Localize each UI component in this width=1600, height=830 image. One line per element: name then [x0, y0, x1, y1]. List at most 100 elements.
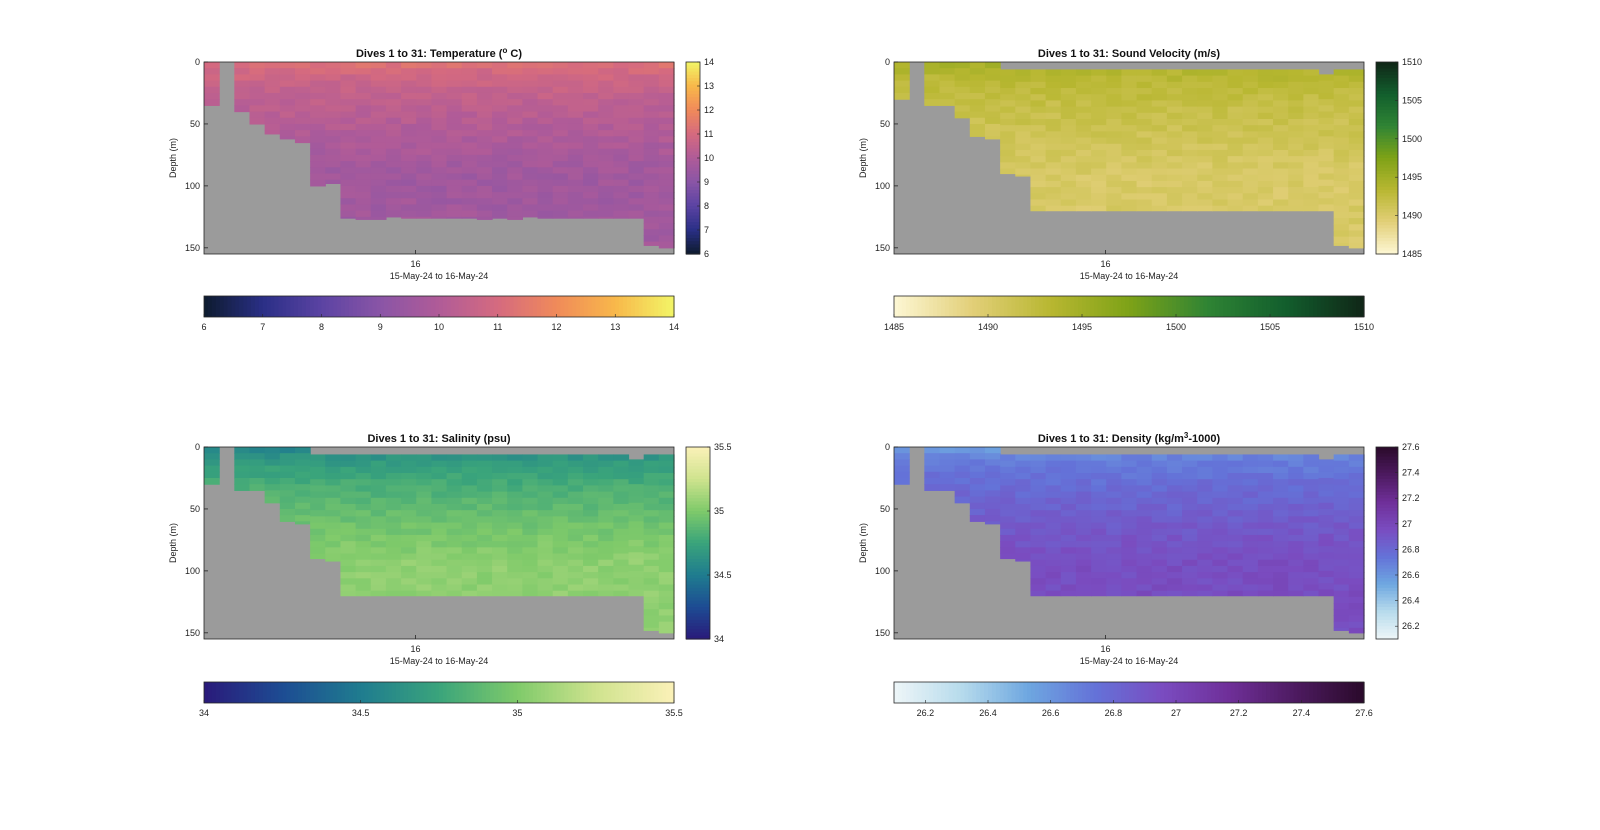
heatmap-cell — [355, 161, 372, 168]
heatmap-cell — [643, 80, 660, 88]
heatmap-cell — [446, 565, 463, 573]
heatmap-cell — [340, 173, 357, 181]
heatmap-cell — [939, 80, 956, 88]
heatmap-cell — [954, 62, 971, 69]
heatmap-cell — [325, 68, 342, 75]
heatmap-cell — [355, 130, 372, 137]
heatmap-cell — [1151, 199, 1168, 207]
colorbar-segment — [305, 296, 311, 317]
heatmap-cell — [310, 130, 326, 137]
heatmap-cell — [1030, 112, 1047, 120]
heatmap-cell — [1288, 547, 1304, 555]
heatmap-cell — [643, 161, 660, 168]
heatmap-cell — [1197, 497, 1213, 505]
heatmap-cell — [431, 198, 448, 206]
colorbar-segment — [1376, 530, 1398, 534]
heatmap-cell — [1060, 522, 1077, 530]
heatmap-cell — [340, 491, 357, 499]
heatmap-cell — [1257, 510, 1274, 517]
colorbar-segment — [686, 559, 710, 563]
heatmap-cell — [1151, 454, 1168, 462]
heatmap-cell — [507, 216, 523, 220]
colorbar-segment — [591, 682, 597, 703]
heatmap-cell — [924, 447, 941, 454]
heatmap-cell — [628, 130, 645, 137]
heatmap-cell — [1151, 112, 1168, 120]
heatmap-cell — [1318, 577, 1335, 584]
heatmap-cell — [1318, 465, 1335, 473]
heatmap-cell — [234, 459, 251, 467]
heatmap-cell — [340, 479, 357, 486]
heatmap-cell — [1136, 547, 1153, 555]
heatmap-cell — [325, 62, 342, 69]
colorbar-segment — [1250, 682, 1255, 703]
heatmap-cell — [461, 185, 478, 193]
heatmap-cell — [1136, 553, 1153, 561]
heatmap-cell — [1060, 168, 1077, 176]
heatmap-cell — [1075, 193, 1092, 201]
colorbar-segment — [1376, 81, 1398, 85]
heatmap-cell — [1166, 590, 1183, 597]
heatmap-cell — [1151, 491, 1168, 499]
colorbar-segment — [435, 682, 440, 703]
heatmap-cell — [1166, 516, 1183, 524]
heatmap-cell — [279, 471, 296, 479]
heatmap-cell — [1348, 218, 1365, 225]
colorbar-segment — [905, 682, 911, 703]
heatmap-cell — [507, 565, 523, 573]
heatmap-cell — [1030, 137, 1047, 145]
heatmap-cell — [1030, 81, 1047, 89]
heatmap-cell — [894, 92, 910, 100]
heatmap-cell — [1273, 473, 1289, 480]
colorbar-segment — [686, 565, 710, 570]
colorbar-segment — [1258, 296, 1263, 317]
heatmap-cell — [969, 111, 986, 119]
colorbar-segment — [1376, 488, 1398, 493]
heatmap-cell — [325, 86, 342, 94]
heatmap-cell — [507, 92, 523, 100]
colorbar-segment — [1376, 129, 1398, 133]
heatmap-cell — [1106, 106, 1123, 114]
heatmap-cell — [1348, 236, 1365, 244]
heatmap-cell — [1182, 180, 1198, 188]
colorbar-segment — [1258, 682, 1263, 703]
heatmap-cell — [507, 510, 523, 517]
colorbar-segment — [999, 682, 1005, 703]
heatmap-cell — [1030, 149, 1047, 157]
heatmap-cell — [1348, 460, 1365, 468]
heatmap-cell — [461, 466, 478, 474]
heatmap-cell — [1182, 454, 1198, 462]
heatmap-cell — [401, 565, 417, 573]
heatmap-cell — [1257, 584, 1274, 592]
heatmap-cell — [1212, 541, 1229, 548]
heatmap-cell — [1242, 547, 1259, 555]
heatmap-cell — [1075, 75, 1092, 83]
heatmap-cell — [507, 522, 523, 530]
colorbar-segment — [1376, 514, 1398, 518]
colorbar-segment — [1376, 186, 1398, 191]
colorbar-segment — [1376, 110, 1398, 114]
colorbar-segment — [251, 296, 256, 317]
heatmap-cell — [1106, 578, 1123, 586]
heatmap-cell — [1197, 69, 1213, 77]
heatmap-cell — [643, 123, 660, 131]
heatmap-cell — [370, 210, 387, 218]
heatmap-cell — [552, 192, 569, 199]
colorbar-segment — [686, 488, 710, 493]
heatmap-cell — [416, 210, 433, 218]
heatmap-cell — [461, 99, 478, 106]
heatmap-cell — [567, 179, 584, 187]
heatmap-cell — [1303, 137, 1320, 145]
heatmap-cell — [1000, 94, 1016, 101]
heatmap-cell — [370, 167, 387, 175]
heatmap-cell — [461, 192, 478, 199]
heatmap-cell — [1242, 584, 1259, 592]
heatmap-cell — [613, 473, 630, 480]
heatmap-cell — [279, 117, 296, 125]
heatmap-cell — [969, 508, 986, 516]
heatmap-cell — [1288, 69, 1304, 77]
heatmap-cell — [416, 62, 433, 69]
heatmap-cell — [658, 460, 675, 468]
colorbar-tick-label: 9 — [378, 322, 383, 332]
colorbar-segment — [325, 682, 330, 703]
